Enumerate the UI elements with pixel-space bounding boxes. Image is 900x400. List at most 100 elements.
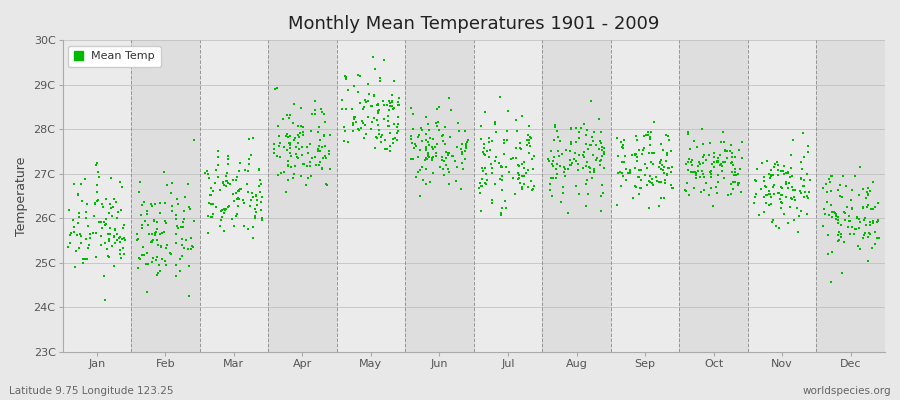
Point — [384, 102, 399, 109]
Point — [552, 153, 566, 160]
Point — [652, 202, 666, 209]
Point — [238, 223, 252, 230]
Point — [618, 152, 633, 159]
Point — [171, 200, 185, 207]
Point — [368, 66, 382, 72]
Point — [425, 155, 439, 161]
Point — [550, 171, 564, 177]
Point — [151, 242, 166, 248]
Point — [693, 161, 707, 168]
Point — [284, 153, 298, 159]
Point — [72, 209, 86, 216]
Point — [609, 135, 624, 141]
Point — [130, 236, 145, 242]
Point — [68, 264, 83, 270]
Point — [90, 160, 104, 166]
Point — [690, 163, 705, 169]
Point — [94, 233, 108, 240]
Point — [860, 184, 875, 191]
Point — [71, 191, 86, 197]
Point — [221, 152, 236, 159]
Point — [728, 166, 742, 172]
Point — [242, 156, 256, 162]
Point — [734, 166, 748, 172]
Point — [217, 227, 231, 234]
Point — [685, 157, 699, 163]
Point — [794, 208, 808, 215]
Point — [433, 164, 447, 170]
Point — [97, 272, 112, 279]
Point — [591, 116, 606, 123]
Point — [796, 154, 811, 160]
Point — [288, 163, 302, 170]
Point — [815, 184, 830, 191]
Point — [710, 155, 724, 161]
Point — [105, 242, 120, 249]
Point — [629, 137, 643, 144]
Point — [725, 150, 740, 156]
Point — [480, 177, 494, 183]
Point — [663, 168, 678, 175]
Point — [644, 150, 659, 157]
Point — [220, 170, 234, 176]
Point — [704, 185, 718, 191]
Point — [837, 216, 851, 223]
Point — [292, 130, 307, 136]
Point — [711, 179, 725, 185]
Point — [767, 164, 781, 170]
Point — [431, 127, 446, 133]
Point — [824, 173, 838, 179]
Point — [79, 208, 94, 215]
Point — [165, 208, 179, 214]
Point — [79, 215, 94, 221]
Point — [548, 122, 562, 128]
Point — [771, 225, 786, 232]
Point — [116, 224, 130, 231]
Point — [231, 187, 246, 193]
Point — [442, 180, 456, 187]
Point — [204, 200, 219, 207]
Point — [373, 74, 387, 81]
Point — [311, 161, 326, 168]
Point — [148, 230, 162, 236]
Point — [133, 212, 148, 218]
Point — [512, 162, 526, 169]
Point — [341, 87, 356, 94]
Bar — [268, 40, 337, 352]
Point — [281, 162, 295, 169]
Point — [615, 159, 629, 166]
Point — [112, 234, 127, 240]
Point — [777, 163, 791, 170]
Point — [754, 160, 769, 166]
Point — [414, 164, 428, 170]
Point — [283, 150, 297, 156]
Point — [645, 175, 660, 182]
Point — [145, 239, 159, 246]
Point — [572, 167, 586, 173]
Point — [845, 206, 859, 212]
Point — [696, 170, 710, 177]
Point — [580, 158, 594, 165]
Point — [774, 191, 788, 198]
Point — [300, 144, 314, 150]
Point — [724, 160, 738, 166]
Point — [818, 211, 832, 218]
Point — [272, 143, 286, 150]
Point — [853, 163, 868, 170]
Point — [753, 186, 768, 192]
Point — [721, 192, 735, 198]
Point — [145, 238, 159, 244]
Point — [511, 176, 526, 182]
Point — [385, 136, 400, 142]
Point — [74, 181, 88, 187]
Point — [614, 183, 628, 189]
Point — [866, 220, 880, 226]
Point — [630, 154, 644, 160]
Point — [338, 76, 353, 82]
Point — [764, 201, 778, 207]
Point — [747, 200, 761, 206]
Point — [512, 140, 526, 146]
Point — [860, 204, 875, 210]
Point — [114, 207, 129, 214]
Point — [626, 152, 640, 158]
